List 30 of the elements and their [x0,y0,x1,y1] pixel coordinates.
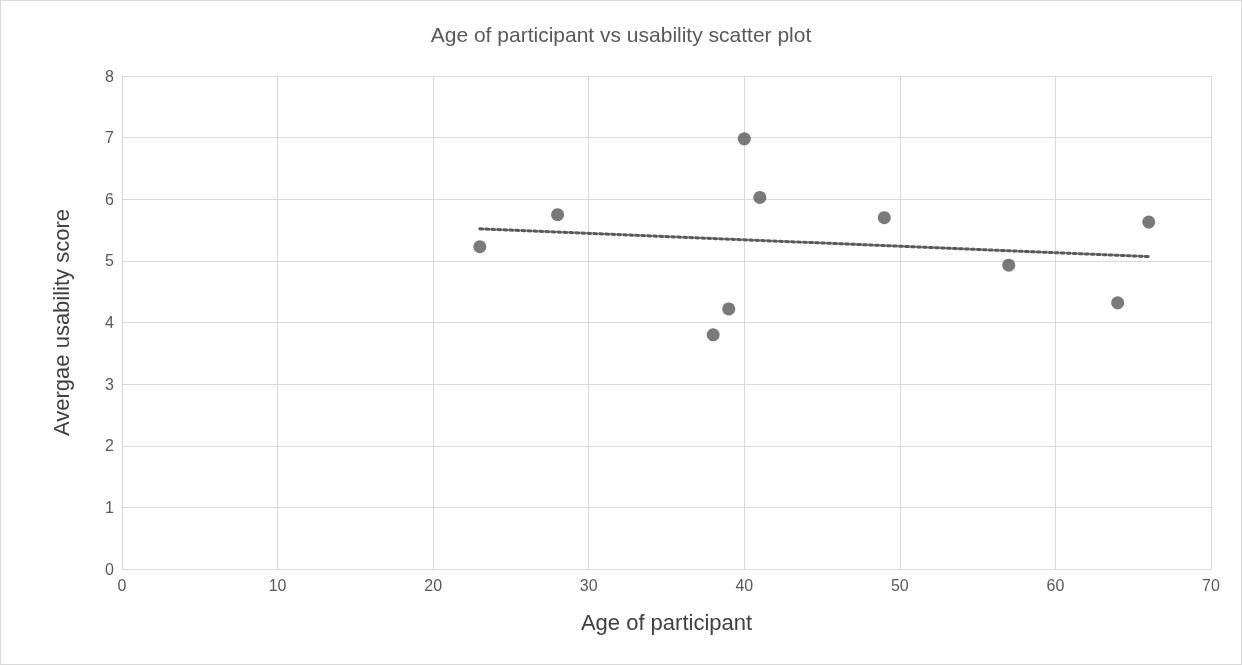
x-axis-title: Age of participant [580,609,753,635]
point [551,208,565,222]
y-axis-title: Avergae usability score [48,208,74,437]
y-tick-label: 2 [105,437,115,455]
y-tick-label: 6 [105,190,115,208]
x-tick-label: 40 [735,576,754,594]
y-tick-label: 1 [105,498,115,516]
point [706,328,720,342]
y-tick-label: 7 [105,129,115,147]
y-tick-label: 4 [105,314,115,331]
point [722,302,736,316]
point [1142,215,1156,229]
point [753,190,767,204]
point [1002,258,1016,272]
x-tick-label: 50 [890,576,909,594]
x-tick-label: 0 [117,576,127,594]
x-tick-label: 30 [579,576,598,594]
point [1111,296,1125,310]
chart-title: Age of participant vs usability scatter plot [430,23,812,46]
y-tick-label: 8 [105,67,115,85]
y-tick-label: 0 [105,560,115,578]
point [877,211,891,225]
x-tick-label: 60 [1046,576,1065,594]
x-tick-label: 70 [1202,576,1220,594]
point [737,132,751,146]
point [473,240,487,254]
y-tick-label: 3 [105,375,115,393]
x-tick-label: 10 [268,576,287,594]
y-tick-label: 5 [105,252,115,270]
x-tick-label: 20 [424,576,443,594]
